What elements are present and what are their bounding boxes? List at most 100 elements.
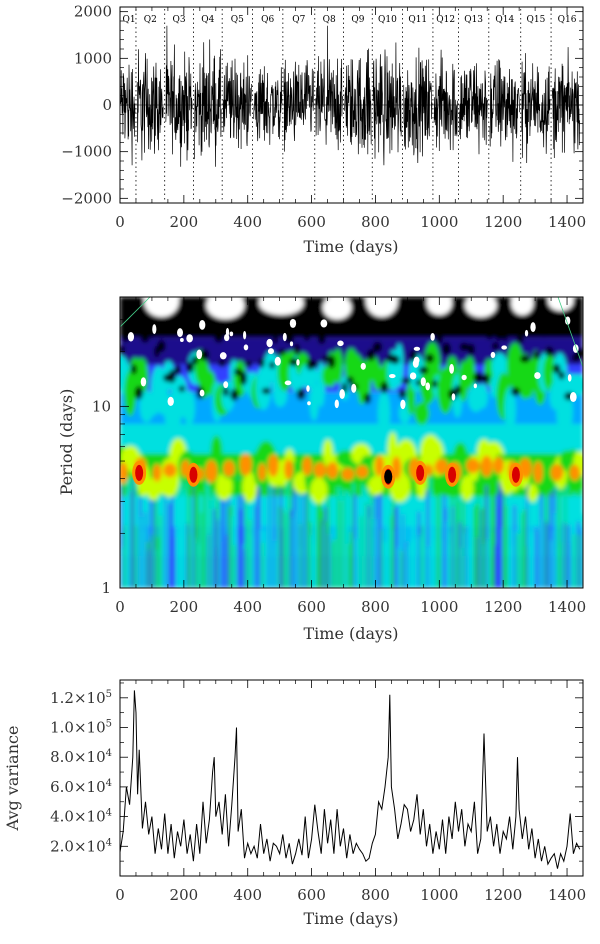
wavelet-streak <box>210 500 214 588</box>
wavelet-streak <box>569 506 572 588</box>
wavelet-hole <box>296 388 306 401</box>
variance-frame <box>119 679 584 877</box>
wavelet-blob <box>210 435 223 467</box>
wavelet-streak <box>550 540 553 588</box>
wavelet-streak <box>328 533 331 588</box>
wavelet-streak <box>326 483 330 588</box>
wavelet-hole <box>540 327 548 338</box>
wavelet-hole <box>157 339 166 353</box>
wavelet-streak <box>329 531 332 588</box>
wavelet-streak <box>309 522 312 588</box>
wavelet-streak <box>247 533 251 588</box>
y-tick-mantissa: 1.2×10 <box>50 689 106 707</box>
wavelet-streak <box>335 486 339 588</box>
wavelet-streak <box>319 499 322 588</box>
wavelet-hole <box>168 369 176 384</box>
wavelet-streak <box>393 529 396 588</box>
y-tick-mantissa: 8.0×10 <box>50 748 106 766</box>
wavelet-streak <box>547 504 551 588</box>
hotspot-core <box>416 464 425 481</box>
wavelet-streak <box>321 509 325 588</box>
wavelet-streak <box>307 524 311 588</box>
wavelet-streak <box>125 517 128 588</box>
y-tick-label: 1 <box>101 579 111 597</box>
y-tick-label: 10 <box>92 397 111 415</box>
quarter-label: Q13 <box>464 15 483 25</box>
wavelet-streak <box>445 521 449 588</box>
wavelet-speckle <box>351 383 357 393</box>
wavelet-streak <box>159 515 162 588</box>
wavelet-streak <box>438 489 441 588</box>
wavelet-streak <box>398 521 401 588</box>
wavelet-streak <box>499 498 502 588</box>
y-tick-exponent: 4 <box>106 837 112 848</box>
wavelet-streak <box>242 544 246 588</box>
wavelet-streak <box>400 550 404 588</box>
wavelet-streak <box>342 525 345 588</box>
variance-series-line <box>119 690 581 869</box>
wavelet-streak <box>531 534 534 588</box>
wavelet-streak <box>376 484 380 588</box>
wavelet-streak <box>561 523 565 588</box>
wavelet-streak <box>274 540 277 588</box>
wavelet-speckle <box>413 346 421 351</box>
wavelet-streak <box>271 549 275 588</box>
wavelet-streak <box>353 493 357 588</box>
wavelet-streak <box>406 542 409 588</box>
wavelet-streak <box>378 478 381 588</box>
wavelet-streak <box>489 510 492 588</box>
wavelet-streak <box>293 511 297 588</box>
wavelet-hole <box>436 334 443 344</box>
wavelet-streak <box>141 529 145 588</box>
wavelet-hole <box>333 322 344 337</box>
wavelet-streak <box>128 478 132 588</box>
wavelet-streak <box>487 499 491 588</box>
wavelet-speckle <box>274 356 281 366</box>
wavelet-blob <box>309 380 319 421</box>
wavelet-streak <box>538 510 542 588</box>
wavelet-streak <box>435 516 438 588</box>
wavelet-streak <box>172 527 175 588</box>
y-tick-label: 1000 <box>74 49 112 67</box>
wavelet-streak <box>504 505 507 588</box>
wavelet-streak <box>386 509 390 588</box>
wavelet-hole <box>245 360 253 368</box>
y-tick-label: 4.0×104 <box>50 808 112 826</box>
x-tick-label: 400 <box>233 598 262 616</box>
wavelet-streak <box>343 490 346 588</box>
wavelet-hole <box>454 384 462 395</box>
wavelet-streak <box>333 539 336 588</box>
wavelet-streak <box>372 536 376 588</box>
wavelet-streak <box>297 480 300 588</box>
wavelet-streak <box>158 505 161 588</box>
wavelet-streak <box>505 525 509 588</box>
variance-plot-area <box>119 690 581 869</box>
wavelet-streak <box>199 491 202 588</box>
wavelet-streak <box>310 535 313 588</box>
x-tick-label: 1400 <box>548 598 586 616</box>
wavelet-streak <box>546 523 549 588</box>
x-tick-label: 1000 <box>420 213 458 231</box>
wavelet-streak <box>518 504 521 588</box>
wavelet-streak <box>459 547 463 588</box>
wavelet-hole <box>501 327 509 342</box>
wavelet-blob <box>313 462 327 478</box>
wavelet-streak <box>352 483 355 588</box>
wavelet-streak <box>514 530 518 588</box>
wavelet-streak <box>250 477 253 588</box>
wavelet-hole <box>209 328 215 337</box>
wavelet-streak <box>411 514 414 588</box>
wavelet-streak <box>149 497 152 588</box>
wavelet-streak <box>469 481 473 588</box>
wavelet-streak <box>306 495 309 588</box>
wavelet-streak <box>399 499 403 588</box>
wavelet-streak <box>444 507 447 588</box>
wavelet-blob <box>367 476 385 496</box>
wavelet-streak <box>142 483 146 588</box>
wavelet-hole <box>269 361 275 369</box>
wavelet-streak <box>209 494 212 588</box>
cone-of-influence-left <box>120 297 151 328</box>
wavelet-hole <box>366 349 376 362</box>
wavelet-blob <box>310 477 328 504</box>
wavelet-speckle <box>186 334 193 343</box>
